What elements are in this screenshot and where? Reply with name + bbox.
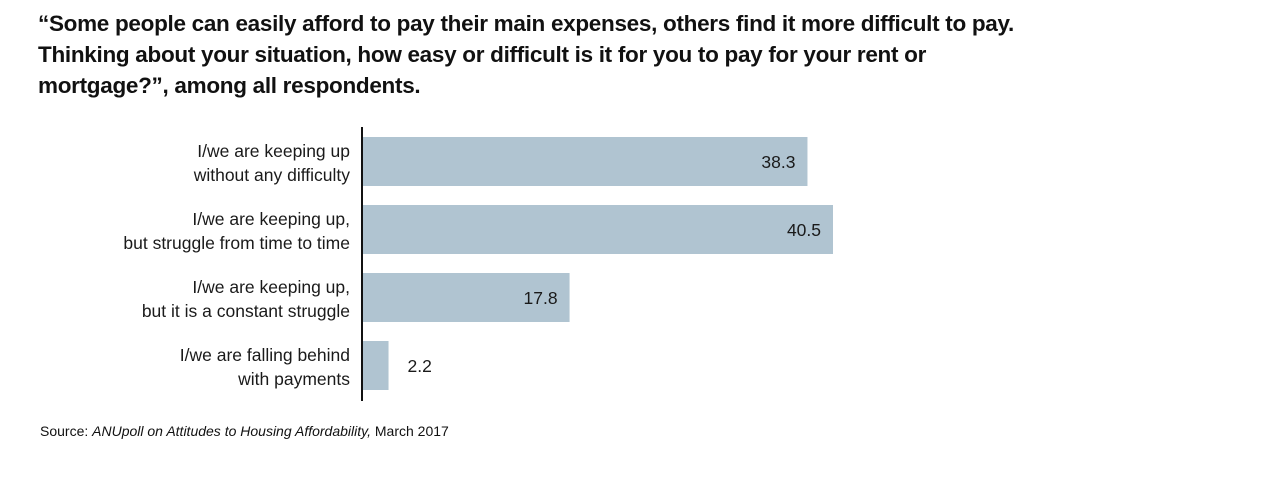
category-label-1: I/we are keeping up, but struggle from ti… — [123, 209, 350, 253]
bar-0 — [363, 137, 808, 186]
source-prefix: Source: — [40, 423, 93, 439]
category-label-0: I/we are keeping up without any difficult… — [193, 141, 351, 185]
value-labels-group: 38.3 40.5 17.8 2.2 — [408, 152, 821, 376]
source-title: ANUpoll on Attitudes to Housing Affordab… — [92, 423, 371, 439]
value-label-1: 40.5 — [787, 220, 821, 240]
bar-2 — [363, 273, 570, 322]
value-label-2: 17.8 — [524, 288, 558, 308]
source-note: Source: ANUpoll on Attitudes to Housing … — [40, 423, 449, 439]
category-label-2: I/we are keeping up, but it is a constant… — [142, 277, 350, 321]
source-suffix: March 2017 — [371, 423, 449, 439]
value-label-0: 38.3 — [761, 152, 795, 172]
chart-title: “Some people can easily afford to pay th… — [38, 11, 1014, 98]
bar-1 — [363, 205, 833, 254]
bar-3 — [363, 341, 389, 390]
value-label-3: 2.2 — [408, 356, 432, 376]
category-labels-group: I/we are keeping up without any difficult… — [123, 141, 350, 389]
bars-group — [363, 137, 833, 390]
category-label-3: I/we are falling behind with payments — [180, 345, 350, 389]
